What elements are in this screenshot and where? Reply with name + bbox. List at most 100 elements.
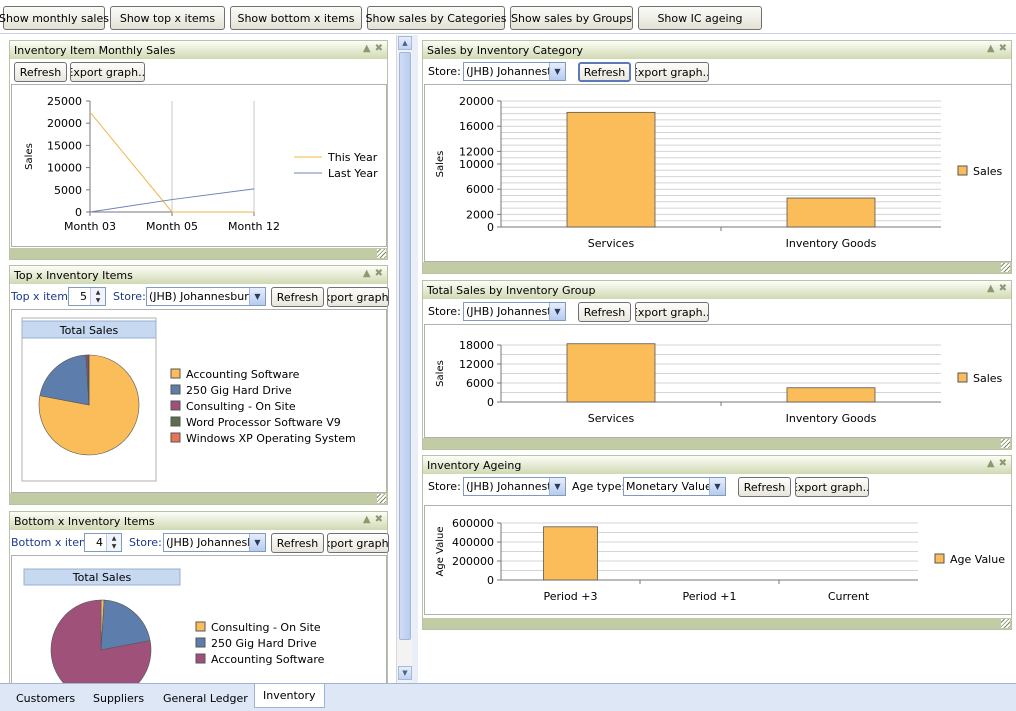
resize-grip[interactable] [1001,263,1010,272]
chevron-down-icon[interactable]: ▼ [549,303,565,320]
spin-up-icon[interactable]: ▲ [111,534,117,542]
show-sales-by-groups-button[interactable]: Show sales by Groups [510,6,633,30]
export-graph-button[interactable]: Export graph... [635,62,709,82]
store-select[interactable]: (JHB) Johannest ▼ [463,302,566,321]
bottom-x-items-stepper[interactable]: 4 ▲ ▼ [84,533,122,552]
store-label: Store: [113,290,146,303]
export-graph-button[interactable]: Export graph... [327,287,389,307]
export-graph-button[interactable]: Export graph... [635,302,709,322]
pie-slice [100,599,151,651]
spin-down-icon[interactable]: ▼ [111,542,117,550]
top-x-chart: Total Sales Accounting Software 250 Gig Ha… [11,309,387,493]
close-icon[interactable]: ✖ [998,283,1007,294]
collapse-icon[interactable]: ▲ [362,514,371,525]
panel-title: Top x Inventory Items [14,268,133,282]
store-label: Store: [428,305,461,318]
pane-splitter[interactable] [412,35,418,683]
legend-label: Age Value [950,553,1005,566]
panel-header: Sales by Inventory Category ▲ ✖ [423,41,1011,59]
export-graph-button[interactable]: Export graph... [70,62,145,82]
y-tick-label: 10000 [47,162,82,175]
refresh-button[interactable]: Refresh [271,533,324,553]
resize-grip[interactable] [377,249,386,258]
spin-down-icon[interactable]: ▼ [95,296,101,304]
store-select[interactable]: (JHB) Johannest ▼ [463,477,566,496]
tab-inventory[interactable]: Inventory [254,684,325,708]
close-icon[interactable]: ✖ [998,43,1007,54]
collapse-icon[interactable]: ▲ [362,268,371,279]
chevron-down-icon[interactable]: ▼ [709,478,725,495]
resize-grip[interactable] [377,494,386,503]
legend-swatch [170,400,181,411]
panel-title: Total Sales by Inventory Group [427,283,596,297]
export-graph-button[interactable]: Export graph... [795,477,869,497]
store-select[interactable]: (JHB) Johannest ▼ [463,62,566,81]
bottom-x-chart: Total Sales Consulting - On Site 250 Gig H… [11,555,387,685]
y-axis-label: Sales [24,143,35,170]
y-tick-label: 15000 [47,139,82,152]
refresh-button[interactable]: Refresh [578,62,631,82]
legend-swatch [170,368,181,379]
refresh-button[interactable]: Refresh [738,477,791,497]
x-tick-label: Inventory Goods [786,412,877,425]
x-tick-label: Inventory Goods [786,237,877,250]
bar [566,111,656,228]
store-select[interactable]: (JHB) Johannesburg ▼ [146,287,266,306]
legend-label: Word Processor Software V9 [186,416,341,429]
chevron-down-icon[interactable]: ▼ [249,288,265,305]
refresh-button[interactable]: Refresh [14,62,67,82]
left-pane-scrollbar[interactable]: ▲ ▼ [396,35,412,683]
store-select[interactable]: (JHB) Johannesb ▼ [163,533,266,552]
panel-title: Inventory Item Monthly Sales [14,43,176,57]
close-icon[interactable]: ✖ [374,514,383,525]
export-graph-button[interactable]: Export graph... [327,533,389,553]
y-axis-label: Sales [435,151,446,178]
collapse-icon[interactable]: ▲ [986,283,995,294]
resize-grip[interactable] [1001,439,1010,448]
scroll-thumb[interactable] [399,52,411,640]
panel-header: Top x Inventory Items ▲ ✖ [10,266,387,284]
age-type-label: Age type: [572,480,626,493]
legend-swatch [195,637,206,648]
resize-grip[interactable] [1001,619,1010,628]
collapse-icon[interactable]: ▲ [362,43,371,54]
show-sales-by-categories-button[interactable]: Show sales by Categories [366,6,507,30]
x-tick-label: Services [588,412,635,425]
chevron-down-icon[interactable]: ▼ [549,63,565,80]
close-icon[interactable]: ✖ [374,43,383,54]
bottom-x-panel: Bottom x Inventory Items ▲ ✖ Bottom x ite… [9,511,389,685]
show-top-x-items-button[interactable]: Show top x items [110,6,225,30]
panel-title: Bottom x Inventory Items [14,514,155,528]
collapse-icon[interactable]: ▲ [986,43,995,54]
scroll-down-icon[interactable]: ▼ [398,666,412,680]
panel-title: Inventory Ageing [427,458,522,472]
chevron-down-icon[interactable]: ▼ [249,534,265,551]
scroll-up-icon[interactable]: ▲ [398,36,412,50]
tab-general-ledger[interactable]: General Ledger [163,691,248,705]
panel-header: Inventory Ageing ▲ ✖ [423,456,1011,474]
collapse-icon[interactable]: ▲ [986,458,995,469]
store-label: Store: [428,480,461,493]
monthly-sales-panel: Inventory Item Monthly Sales ▲ ✖ Refresh … [9,40,388,260]
tab-suppliers[interactable]: Suppliers [93,691,145,705]
close-icon[interactable]: ✖ [998,458,1007,469]
age-type-select[interactable]: Monetary Value ▼ [623,477,726,496]
chevron-down-icon[interactable]: ▼ [549,478,565,495]
show-bottom-x-items-button[interactable]: Show bottom x items [230,6,362,30]
legend-label: This Year [327,151,378,164]
refresh-button[interactable]: Refresh [578,302,631,322]
show-monthly-sales-button[interactable]: Show monthly sales [0,6,109,30]
bar [566,343,656,403]
show-ic-ageing-button[interactable]: Show IC ageing [638,6,762,30]
refresh-button[interactable]: Refresh [271,287,324,307]
inventory-ageing-panel: Inventory Ageing ▲ ✖ Store: (JHB) Johanne… [422,455,1012,630]
pie-frame [21,317,157,482]
series-line [89,111,254,213]
y-tick-label: 2000 [466,208,494,221]
tab-customers[interactable]: Customers [16,691,76,705]
close-icon[interactable]: ✖ [374,268,383,279]
pie-title: Total Sales [59,324,119,337]
legend-label: Consulting - On Site [186,400,296,413]
spin-up-icon[interactable]: ▲ [95,288,101,296]
top-x-items-stepper[interactable]: 5 ▲ ▼ [68,287,106,306]
